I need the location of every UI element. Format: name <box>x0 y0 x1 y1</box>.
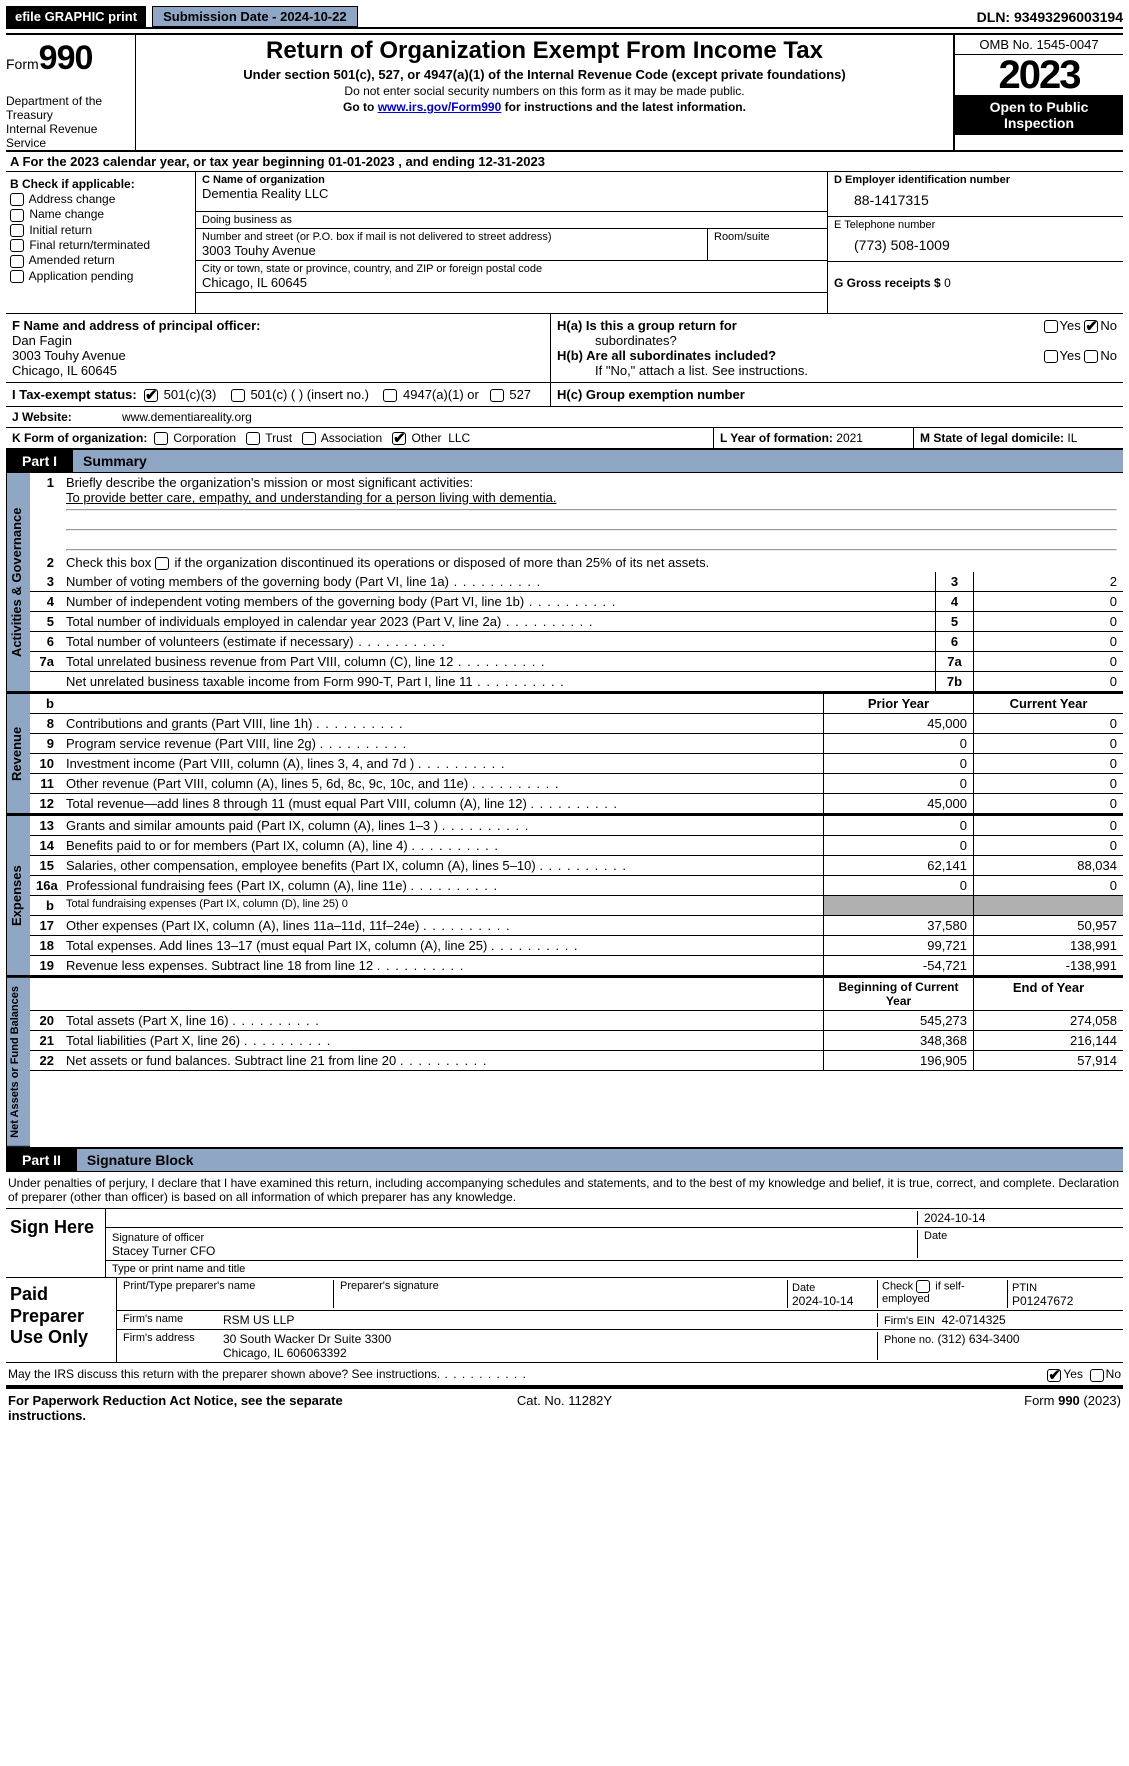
row-j: J Website: www.dementiareality.org <box>6 406 1123 428</box>
side-expenses: Expenses <box>6 816 30 976</box>
officer-name: Dan Fagin <box>12 333 544 348</box>
officer: Stacey Turner CFO <box>112 1244 215 1258</box>
header-block: B Check if applicable: Address change Na… <box>6 172 1123 314</box>
dln: DLN: 93493296003194 <box>977 9 1123 25</box>
part1-header: Part ISummary <box>6 450 1123 473</box>
gross-receipts: 0 <box>944 276 951 290</box>
chk-ha-yes[interactable] <box>1044 320 1058 333</box>
chk-527[interactable] <box>490 389 504 402</box>
chk-hb-no[interactable] <box>1084 350 1098 363</box>
row-i: I Tax-exempt status: 501(c)(3) 501(c) ( … <box>6 383 1123 406</box>
chk-self-employed[interactable] <box>916 1280 930 1293</box>
chk-final-return[interactable] <box>10 239 24 252</box>
chk-initial-return[interactable] <box>10 224 24 237</box>
chk-discuss-yes[interactable] <box>1047 1369 1061 1382</box>
tax-year: 2023 <box>955 55 1123 95</box>
mission: To provide better care, empathy, and und… <box>66 490 556 505</box>
chk-trust[interactable] <box>246 432 260 445</box>
governance-section: Activities & Governance 1Briefly describ… <box>6 473 1123 694</box>
omb-number: OMB No. 1545-0047 <box>955 35 1123 55</box>
chk-assoc[interactable] <box>302 432 316 445</box>
row-k: K Form of organization: Corporation Trus… <box>6 428 1123 450</box>
side-netassets: Net Assets or Fund Balances <box>6 978 30 1147</box>
chk-4947[interactable] <box>383 389 397 402</box>
form-subtitle: Under section 501(c), 527, or 4947(a)(1)… <box>144 67 945 82</box>
revenue-section: Revenue bPrior YearCurrent Year 8Contrib… <box>6 694 1123 816</box>
chk-amended[interactable] <box>10 255 24 268</box>
website: www.dementiareality.org <box>116 407 1123 427</box>
chk-name-change[interactable] <box>10 209 24 222</box>
chk-discuss-no[interactable] <box>1090 1369 1104 1382</box>
chk-app-pending[interactable] <box>10 270 24 283</box>
ptin: P01247672 <box>1012 1294 1073 1308</box>
dept-irs: Internal Revenue Service <box>6 122 131 150</box>
ein: 88-1417315 <box>834 186 1117 214</box>
chk-address-change[interactable] <box>10 193 24 206</box>
dept-treasury: Department of the Treasury <box>6 94 131 122</box>
row-f-h: F Name and address of principal officer:… <box>6 314 1123 383</box>
chk-discontinued[interactable] <box>155 557 169 570</box>
firm-name: RSM US LLP <box>223 1313 877 1327</box>
box-b: B Check if applicable: Address change Na… <box>6 172 196 313</box>
chk-hb-yes[interactable] <box>1044 350 1058 363</box>
discuss-row: May the IRS discuss this return with the… <box>6 1363 1123 1387</box>
line-a: A For the 2023 calendar year, or tax yea… <box>6 150 1123 172</box>
paid-preparer-row: Paid Preparer Use Only Print/Type prepar… <box>6 1277 1123 1363</box>
part2-header: Part IISignature Block <box>6 1149 1123 1172</box>
irs-link[interactable]: www.irs.gov/Form990 <box>378 100 502 114</box>
form-footer: For Paperwork Reduction Act Notice, see … <box>6 1387 1123 1427</box>
open-inspection: Open to Public Inspection <box>955 95 1123 135</box>
chk-other[interactable] <box>392 432 406 445</box>
org-name: Dementia Reality LLC <box>202 186 821 201</box>
firm-phone: (312) 634-3400 <box>938 1332 1020 1346</box>
phone: (773) 508-1009 <box>834 231 1117 259</box>
side-revenue: Revenue <box>6 694 30 814</box>
perjury-declaration: Under penalties of perjury, I declare th… <box>6 1172 1123 1208</box>
form-header: Form990 Department of the Treasury Inter… <box>6 33 1123 150</box>
city: Chicago, IL 60645 <box>202 275 821 290</box>
expenses-section: Expenses 13Grants and similar amounts pa… <box>6 816 1123 978</box>
year-formation: 2021 <box>836 431 863 445</box>
ssn-notice: Do not enter social security numbers on … <box>144 84 945 98</box>
netassets-section: Net Assets or Fund Balances Beginning of… <box>6 978 1123 1149</box>
chk-corp[interactable] <box>154 432 168 445</box>
street: 3003 Touhy Avenue <box>202 243 701 258</box>
form-number: 990 <box>39 39 93 77</box>
firm-ein: 42-0714325 <box>942 1313 1006 1327</box>
submission-btn[interactable]: Submission Date - 2024-10-22 <box>152 6 358 27</box>
side-governance: Activities & Governance <box>6 473 30 692</box>
form-title: Return of Organization Exempt From Incom… <box>144 37 945 65</box>
chk-501c[interactable] <box>231 389 245 402</box>
chk-ha-no[interactable] <box>1084 320 1098 333</box>
sign-here-row: Sign Here 2024-10-14 Signature of office… <box>6 1208 1123 1277</box>
chk-501c3[interactable] <box>144 389 158 402</box>
state-domicile: IL <box>1067 431 1077 445</box>
efile-btn[interactable]: efile GRAPHIC print <box>6 6 146 27</box>
top-bar: efile GRAPHIC print Submission Date - 20… <box>6 6 1123 29</box>
form-word: Form <box>6 56 39 72</box>
sig-date: 2024-10-14 <box>917 1211 1117 1225</box>
